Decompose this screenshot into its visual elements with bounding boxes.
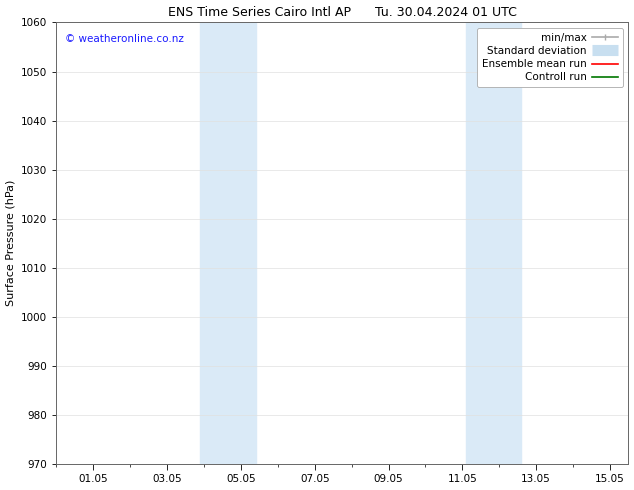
Bar bbox=[466, 23, 521, 464]
Legend: min/max, Standard deviation, Ensemble mean run, Controll run: min/max, Standard deviation, Ensemble me… bbox=[477, 28, 623, 88]
Bar bbox=[200, 23, 256, 464]
Title: ENS Time Series Cairo Intl AP      Tu. 30.04.2024 01 UTC: ENS Time Series Cairo Intl AP Tu. 30.04.… bbox=[168, 5, 517, 19]
Text: © weatheronline.co.nz: © weatheronline.co.nz bbox=[65, 33, 184, 44]
Y-axis label: Surface Pressure (hPa): Surface Pressure (hPa) bbox=[6, 180, 16, 306]
